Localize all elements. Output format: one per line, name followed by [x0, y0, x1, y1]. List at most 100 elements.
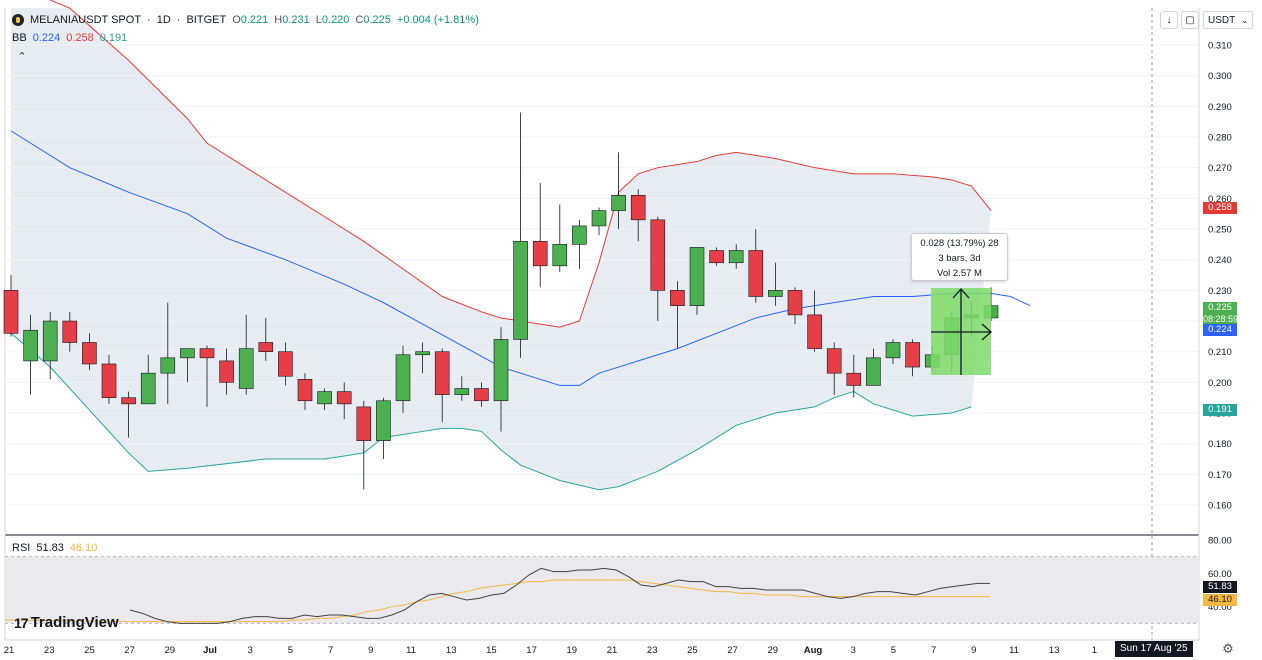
candle — [552, 204, 568, 272]
candle-body — [395, 354, 411, 402]
time-tick-label: 1 — [1092, 645, 1097, 656]
time-tick-label: Jul — [203, 645, 217, 656]
bb-legend[interactable]: BB 0.224 0.258 0.191 — [12, 32, 127, 44]
candle — [454, 376, 470, 401]
ohlc-close: C0.225 — [355, 14, 390, 26]
candle — [748, 229, 764, 303]
time-tick-label: 25 — [84, 645, 95, 656]
candle — [101, 354, 117, 404]
rsi-tick-label: 40.00 — [1208, 602, 1232, 613]
measure-right-arrowhead — [981, 323, 992, 341]
time-tick-label: 27 — [727, 645, 738, 656]
candle-body — [552, 244, 568, 267]
candle-body — [62, 320, 78, 343]
price-tick-label: 0.240 — [1208, 255, 1232, 266]
time-tick-label: 21 — [4, 645, 15, 656]
time-tick-label: 25 — [687, 645, 698, 656]
ohlc-low: L0.220 — [316, 14, 350, 26]
bb-lower-value: 0.191 — [99, 32, 128, 44]
logo-text: TradingView — [30, 614, 119, 631]
chevron-down-icon: ⌄ — [1241, 15, 1248, 25]
candle — [513, 112, 528, 358]
separator: · — [176, 14, 181, 26]
candle — [768, 262, 783, 306]
price-tick-label: 0.310 — [1208, 41, 1232, 52]
measure-up-arrowhead — [952, 288, 970, 299]
currency-label: USDT — [1208, 14, 1236, 26]
candle-body — [356, 406, 372, 441]
candle-body — [493, 339, 509, 402]
candle-body — [219, 360, 234, 383]
open-label: O — [232, 14, 241, 26]
measure-volume: Vol 2.57 M — [937, 268, 982, 279]
time-tick-label: 29 — [165, 645, 176, 656]
bb-lower-line — [10, 332, 972, 491]
rsi-legend[interactable]: RSI 51.83 46.10 — [12, 542, 97, 554]
candle-body — [101, 363, 117, 399]
download-icon[interactable]: ↓ — [1160, 11, 1178, 29]
time-tick-label: 15 — [486, 645, 497, 656]
candle — [42, 311, 58, 380]
rsi-pane — [4, 567, 990, 624]
price-tick-label: 0.250 — [1208, 225, 1232, 236]
price-tick-label: 0.180 — [1208, 439, 1232, 450]
candle — [866, 348, 881, 386]
rsi-label: RSI — [12, 542, 31, 554]
time-tick-label: 23 — [647, 645, 658, 656]
candle — [62, 311, 78, 352]
measure-tooltip: 0.028 (13.79%) 28 3 bars, 3d Vol 2.57 M — [911, 233, 1008, 281]
time-tick-label: 27 — [124, 645, 135, 656]
interval[interactable]: 1D — [156, 14, 171, 26]
candle-body — [376, 400, 391, 441]
bb-lower-tag: 0.191 — [1203, 404, 1237, 416]
close-value: 0.225 — [363, 14, 391, 26]
rsi-band — [5, 556, 1199, 624]
chevron-up-icon[interactable]: ⌃ — [17, 51, 27, 63]
candle-body — [866, 357, 881, 386]
time-tick-label: 29 — [768, 645, 779, 656]
candle — [297, 373, 313, 410]
candle-body — [826, 348, 842, 374]
time-axis[interactable]: 21 23 25 27 29 Jul 3 5 7 9 11 13 15 17 19 21 23 25 27 29 Aug… — [4, 645, 1097, 656]
exchange: BITGET — [186, 14, 227, 26]
time-tick-label: 9 — [368, 645, 373, 656]
candle-body — [317, 391, 332, 405]
rsi-tick-label: 60.00 — [1208, 569, 1232, 580]
candle-body — [748, 250, 764, 297]
candle — [278, 342, 293, 386]
price-tick-label: 0.210 — [1208, 347, 1232, 358]
candle — [160, 302, 176, 404]
candle — [846, 354, 862, 398]
bb-mid-value: 0.224 — [32, 32, 61, 44]
bb-upper-value: 0.258 — [66, 32, 94, 44]
candle — [650, 216, 666, 322]
time-tick-label: 3 — [851, 645, 856, 656]
candle-body — [885, 342, 901, 359]
high-value: 0.231 — [282, 14, 310, 26]
ohlc-high: H0.231 — [274, 14, 309, 26]
candle — [23, 314, 38, 395]
candle — [572, 219, 587, 269]
candle — [474, 382, 489, 407]
candle — [180, 348, 195, 383]
gear-icon[interactable]: ⚙ — [1222, 641, 1234, 656]
candle — [376, 397, 391, 460]
measure-bars: 3 bars, 3d — [938, 253, 981, 264]
rsi-tick-label: 80.00 — [1208, 536, 1232, 547]
candle — [317, 388, 332, 410]
tradingview-logo[interactable]: 17 TradingView — [14, 614, 119, 631]
candle — [199, 345, 215, 407]
candle-body — [415, 351, 430, 356]
symbol-name[interactable]: MELANIAUSDT SPOT — [30, 14, 142, 26]
candle-body — [297, 379, 313, 402]
candle — [336, 382, 352, 420]
reload-icon[interactable]: ▢ — [1181, 11, 1199, 29]
currency-select[interactable]: USDT ⌄ — [1203, 11, 1253, 29]
candle-body — [591, 210, 607, 227]
measure-change: 0.028 (13.79%) 28 — [920, 238, 999, 249]
bb-upper-line — [48, 0, 992, 328]
candle — [415, 342, 430, 374]
price-tick-label: 0.300 — [1208, 71, 1232, 82]
price-tick-label: 0.260 — [1208, 194, 1232, 205]
